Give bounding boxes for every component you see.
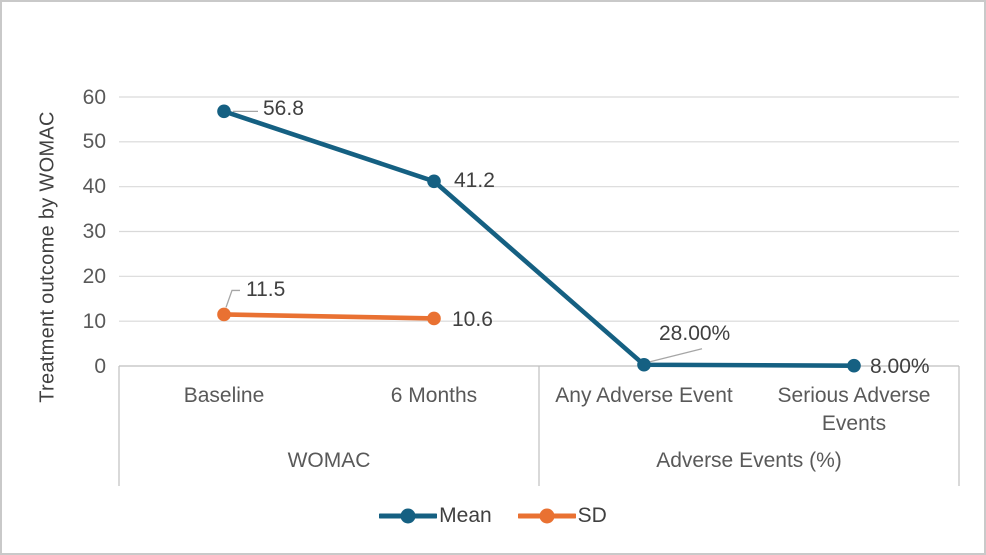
y-tick-label: 20 [82,264,106,288]
data-label: 8.00% [870,354,930,378]
series-line-mean [221,109,857,368]
x-category-label: Baseline [183,384,265,407]
data-label: 11.5 [246,278,286,302]
legend-item-mean: Mean [379,504,492,528]
data-label: 41.2 [454,169,495,193]
legend-label: Mean [439,504,492,527]
x-category-label: 6 Months [390,384,478,407]
data-point-marker [217,104,231,119]
series-line-sd [221,312,437,321]
data-point-marker [847,358,861,373]
y-tick-label: 40 [82,175,106,199]
y-tick-label: 50 [82,130,106,154]
x-group-label: WOMAC [287,449,371,472]
data-label-leader-line [225,289,240,308]
legend-item-sd: SD [517,504,607,528]
x-category-label: Serious Adverse Events [777,384,931,435]
data-point-marker [217,307,231,322]
data-label: 10.6 [452,308,493,332]
data-point-marker [427,311,441,326]
data-label: 56.8 [263,97,304,121]
line-marker-icon [379,508,438,524]
legend-label: SD [577,504,607,527]
data-point-marker [427,174,441,189]
data-point-marker [637,357,651,372]
chart-legend: Mean SD [2,504,984,528]
y-tick-label: 60 [82,85,106,109]
y-tick-label: 10 [82,309,106,333]
line-marker-icon [517,508,576,524]
y-tick-label: 30 [82,220,106,243]
data-label: 28.00% [659,321,731,345]
x-group-label: Adverse Events (%) [656,449,842,472]
x-category-label: Any Adverse Event [555,384,733,407]
y-tick-label: 0 [94,354,106,378]
data-label-leader-line [649,348,703,363]
